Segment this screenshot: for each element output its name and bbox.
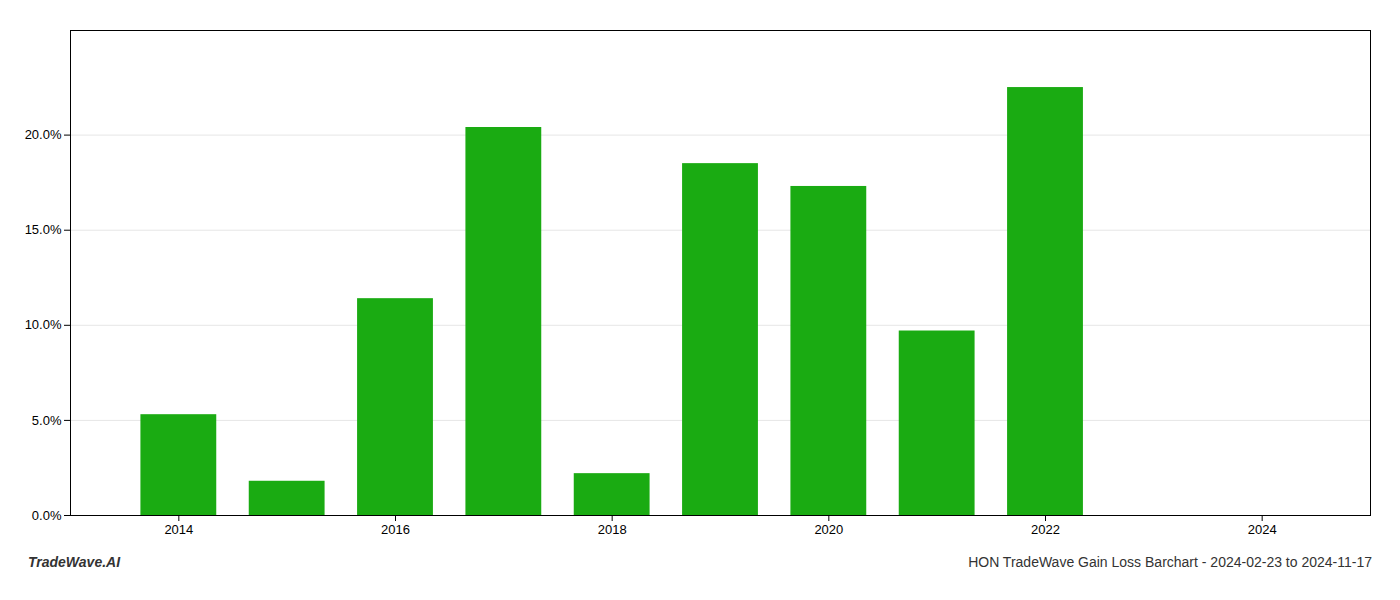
svg-text:0.0%: 0.0% [32, 508, 62, 523]
svg-text:2016: 2016 [381, 522, 410, 537]
html-text:HON TradeWave Gain Loss Barcha: HON TradeWave Gain Loss Barchart - 2024-… [968, 554, 1372, 570]
svg-text:2024: 2024 [1248, 522, 1277, 537]
svg-text:5.0%: 5.0% [32, 413, 62, 428]
svg-text:2020: 2020 [814, 522, 843, 537]
svg-text:2022: 2022 [1031, 522, 1060, 537]
svg-text:20.0%: 20.0% [25, 127, 62, 142]
svg-text:2018: 2018 [598, 522, 627, 537]
html-text:TradeWave.AI: TradeWave.AI [28, 554, 121, 570]
svg-text:15.0%: 15.0% [25, 222, 62, 237]
svg-text:2014: 2014 [164, 522, 193, 537]
svg-text:10.0%: 10.0% [25, 317, 62, 332]
